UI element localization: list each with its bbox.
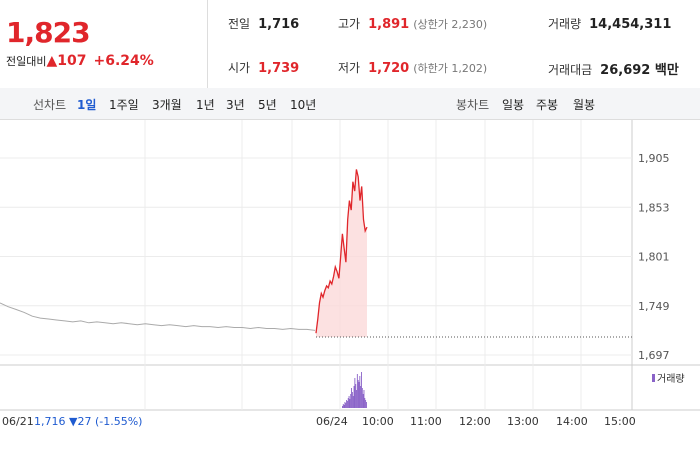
stat-note: (상한가 2,230) [413,18,488,31]
x-tick-label: 06/21 [2,415,34,428]
volume-bar [342,406,343,408]
stat-value: 1,716 [258,17,300,32]
x-tick-label: 11:00 [410,415,442,428]
y-tick-label: 1,697 [638,349,670,362]
change-pct: +6.24% [93,53,154,69]
volume-bar [358,382,360,408]
volume-bar [346,401,348,408]
y-tick-label: 1,905 [638,152,670,165]
y-tick-label: 1,853 [638,201,670,214]
volume-bar [365,400,367,408]
volume-bar [361,372,362,408]
x-tick-label: 14:00 [556,415,588,428]
change: 전일대비▲107 +6.24% [6,53,154,69]
volume-bar [355,384,357,408]
volume-bar [363,390,365,408]
chart: 1,905 1,853 1,801 1,749 1,697 거래량 06/21 1,716 ▼… [0,120,700,428]
x-tick-label: 10:00 [362,415,394,428]
volume-bar [362,394,364,408]
stat: 고가 1,891 (상한가 2,230) [338,15,487,32]
volume-bar [352,396,354,408]
volume-bar [354,378,356,408]
stat-value: 1,891 [368,17,410,32]
x-tick-label: 12:00 [459,415,491,428]
tab[interactable]: 주봉 [536,98,559,112]
price-line [0,302,316,331]
volume-bar [356,390,357,408]
stats-row: 전일 1,716 고가 1,891 (상한가 2,230) 거래량 14,454,311 [228,15,698,35]
volume-bar [364,398,366,408]
price: 1,823 [6,16,91,49]
stat-value: 1,739 [258,61,300,76]
volume-bar [344,402,346,408]
tab[interactable]: 5년 [258,98,277,112]
stat-label: 저가 [338,61,361,75]
prev-summary: 1,716 ▼27 (-1.55%) [34,415,142,428]
volume-bar [351,388,353,408]
y-tick-label: 1,749 [638,300,670,313]
stat: 시가 1,739 [228,59,299,76]
volume-bar [346,400,348,408]
volume-bar [349,399,351,408]
stat: 거래대금 26,692 백만 [548,59,679,78]
tab[interactable]: 1년 [196,98,215,112]
price-line [315,169,368,334]
stat-value: 1,720 [368,61,410,76]
x-tick-label: 06/24 [316,415,348,428]
stat-label: 시가 [228,61,251,75]
volume-bar [348,396,350,408]
stat-label: 고가 [338,17,361,31]
volume-bar [345,403,347,408]
volume-bar [359,376,361,408]
quote-header: 1,823 전일대비▲107 +6.24% 전일 1,716 고가 1,891 (상한가… [0,0,700,89]
volume-bar [343,405,345,408]
stat-label: 전일 [228,17,251,31]
volume-bar [360,386,362,408]
tab[interactable]: 1주일 [109,98,139,112]
quote-box: 1,823 전일대비▲107 +6.24% [0,0,208,88]
x-tick-label: 13:00 [507,415,539,428]
volume-bar [347,398,349,408]
stat: 거래량 14,454,311 [548,15,671,32]
legend-label: 거래량 [657,373,685,385]
volume-bar [350,394,352,408]
tab[interactable]: 10년 [290,98,317,112]
tab-label: 봉차트 [456,98,490,112]
change-value: ▲107 [46,53,87,69]
stat-value: 14,454,311 [589,17,672,32]
x-tick-label: 15:00 [604,415,636,428]
volume-bar [357,380,359,408]
stat-note: (하한가 1,202) [413,62,488,75]
legend-swatch [652,374,655,382]
stat: 저가 1,720 (하한가 1,202) [338,59,487,76]
tab[interactable]: 일봉 [502,98,525,112]
tab-label: 선차트 [33,98,67,112]
change-label: 전일대비 [6,55,47,68]
stats-row: 시가 1,739 저가 1,720 (하한가 1,202) 거래대금 26,692 백만 [228,59,698,79]
tab[interactable]: 월봉 [573,98,596,112]
tab-bar: 선차트 1일 1주일 3개월 1년 3년 5년 10년 봉차트 일봉 주봉 월봉 [0,88,700,120]
volume-bar [351,392,353,408]
stat-label: 거래량 [548,17,582,31]
stat-value: 26,692 백만 [600,63,679,78]
stat-label: 거래대금 [548,63,593,77]
stat: 전일 1,716 [228,15,299,32]
volume-bar [356,374,358,408]
tab[interactable]: 3개월 [152,98,182,112]
y-tick-label: 1,801 [638,251,670,264]
volume-bar [361,388,363,408]
tab[interactable]: 1일 [77,98,97,112]
tab[interactable]: 3년 [226,98,245,112]
volume-bar [353,386,355,408]
volume-bar [366,402,367,408]
volume-bar [342,404,344,408]
